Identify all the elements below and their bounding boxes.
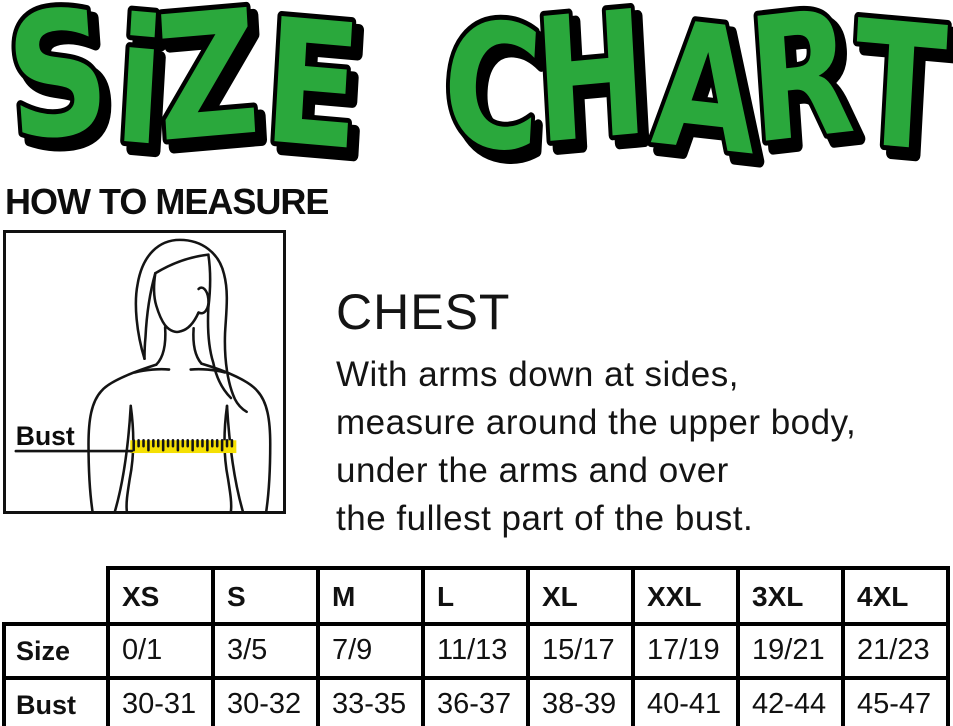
figure-right-shoulder-arm xyxy=(200,362,272,511)
chest-instructions: CHEST With arms down at sides, measure a… xyxy=(336,283,951,543)
chest-instruction-line: measure around the upper body, xyxy=(336,403,857,442)
column-header-s: S xyxy=(211,566,320,626)
bust-row: Bust 30-31 30-32 33-35 36-37 38-39 40-41… xyxy=(2,676,950,726)
figure-collarbone-left xyxy=(133,367,171,374)
bust-value-xxl: 40-41 xyxy=(631,676,740,726)
size-value-m: 7/9 xyxy=(316,622,425,680)
figure-neck-right xyxy=(192,327,203,365)
chest-instruction-line: With arms down at sides, xyxy=(336,355,739,394)
bust-tape-ticks xyxy=(132,438,234,452)
bust-value-l: 36-37 xyxy=(421,676,530,726)
size-value-3xl: 19/21 xyxy=(736,622,845,680)
column-header-4xl: 4XL xyxy=(841,566,950,626)
size-row-label: Size xyxy=(2,622,110,680)
column-header-xl: XL xyxy=(526,566,635,626)
how-to-measure-heading: HOW TO MEASURE xyxy=(5,181,329,222)
figure-arm-inner-right xyxy=(225,404,245,511)
size-row: Size 0/1 3/5 7/9 11/13 15/17 17/19 19/21… xyxy=(2,622,950,680)
figure-arm-inner-left xyxy=(113,404,133,511)
figure-neck-left xyxy=(155,326,167,366)
bust-value-xl: 38-39 xyxy=(526,676,635,726)
figure-face-outline xyxy=(152,271,200,334)
bust-label: Bust xyxy=(16,421,75,451)
column-header-xxl: XXL xyxy=(631,566,740,626)
figure-ear xyxy=(197,286,210,315)
page-title-size-chart: SiZE CHART SiZE CHART xyxy=(0,0,953,206)
bust-value-4xl: 45-47 xyxy=(841,676,950,726)
size-value-l: 11/13 xyxy=(421,622,530,680)
title-shadow: SiZE CHART xyxy=(0,0,953,206)
column-header-m: M xyxy=(316,566,425,626)
title-word-size-shadow: SiZE xyxy=(5,0,375,196)
title-word-chart: CHART xyxy=(437,0,953,192)
column-header-l: L xyxy=(421,566,530,626)
figure-hair-right-strand xyxy=(206,253,233,400)
column-header-xs: XS xyxy=(106,566,215,626)
size-value-xxl: 17/19 xyxy=(631,622,740,680)
size-table: XS S M L XL XXL 3XL 4XL Size 0/1 3/5 7/9… xyxy=(2,566,950,726)
chest-heading: CHEST xyxy=(336,284,511,340)
figure-collarbone-right xyxy=(189,367,227,374)
size-value-xl: 15/17 xyxy=(526,622,635,680)
figure-torso-left xyxy=(125,404,135,511)
figure-torso-right xyxy=(223,404,233,511)
bust-value-s: 30-32 xyxy=(211,676,320,726)
title-word-size: SiZE xyxy=(0,0,368,188)
column-header-3xl: 3XL xyxy=(736,566,845,626)
bust-value-3xl: 42-44 xyxy=(736,676,845,726)
figure-hair-fringe xyxy=(154,253,210,275)
figure-hair-left-strand xyxy=(143,271,157,361)
bust-value-m: 33-35 xyxy=(316,676,425,726)
bust-row-label: Bust xyxy=(2,676,110,726)
measurement-figure-box: Bust xyxy=(3,230,286,514)
torso-diagram: Bust xyxy=(14,238,272,511)
size-value-4xl: 21/23 xyxy=(841,622,950,680)
title-word-chart-shadow: CHART xyxy=(444,0,953,200)
size-value-s: 3/5 xyxy=(211,622,320,680)
bust-value-xs: 30-31 xyxy=(106,676,215,726)
chest-instruction-line: the fullest part of the bust. xyxy=(336,499,754,538)
size-table-header-row: XS S M L XL XXL 3XL 4XL xyxy=(4,566,950,626)
figure-left-shoulder-arm xyxy=(87,363,158,511)
size-table-corner-cell xyxy=(4,568,108,624)
size-value-xs: 0/1 xyxy=(106,622,215,680)
figure-hair-outline xyxy=(134,238,248,414)
chest-instruction-line: under the arms and over xyxy=(336,451,729,490)
